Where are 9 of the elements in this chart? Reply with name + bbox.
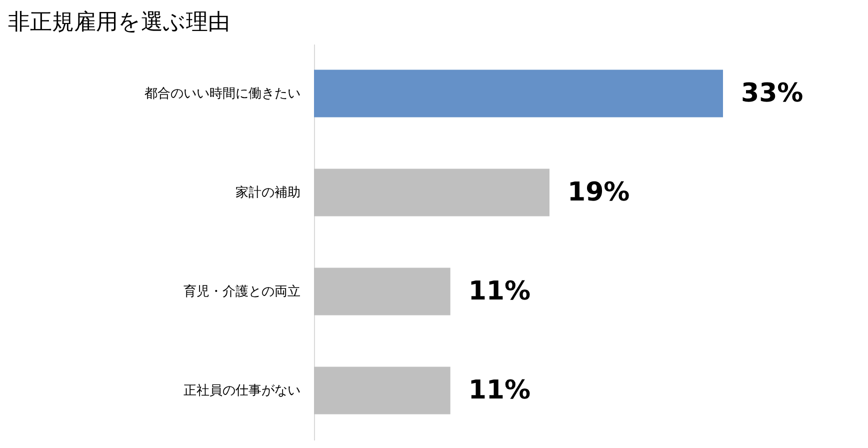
data-label: 19%: [567, 178, 630, 208]
data-label: 11%: [468, 276, 531, 306]
y-tick-label: 家計の補助: [236, 184, 300, 200]
data-label: 11%: [468, 376, 531, 406]
y-tick-label: 正社員の仕事がない: [184, 384, 300, 398]
y-tick-label: 育児・介護との両立: [184, 284, 300, 300]
text: 非正規雇用を選ぶ理由: [8, 10, 230, 35]
data-label: 33%: [741, 78, 804, 108]
y-tick-label: 都合のいい時間に働きたい: [144, 86, 300, 102]
